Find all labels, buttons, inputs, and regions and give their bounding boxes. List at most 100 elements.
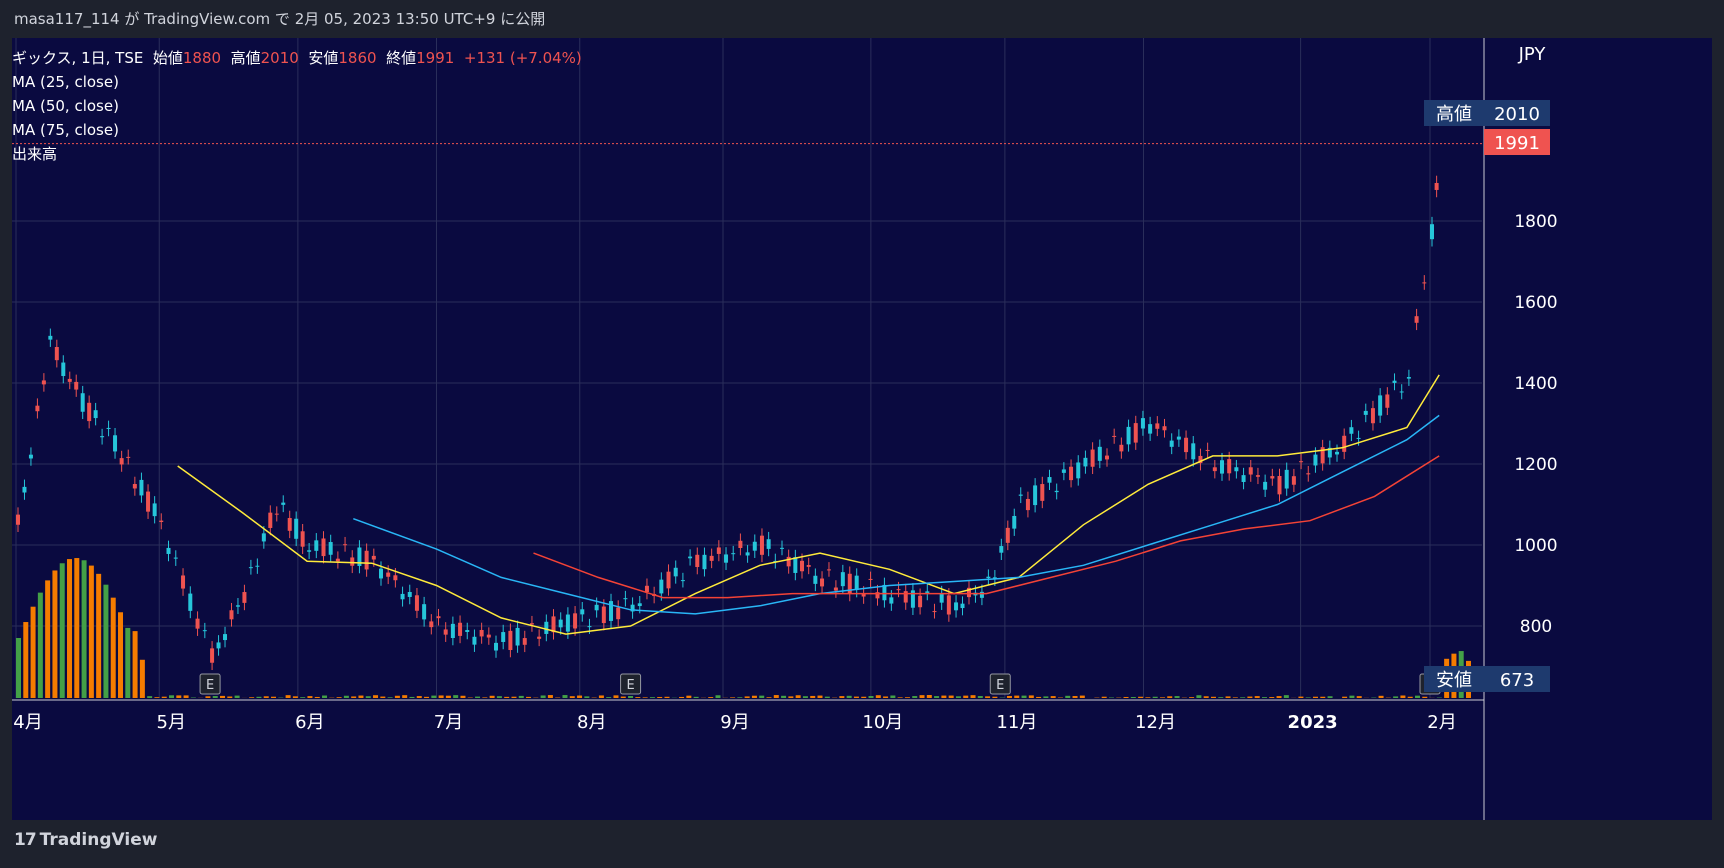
- volume-bar: [818, 696, 823, 698]
- candle-body: [29, 455, 33, 459]
- price-axis-panel: [1484, 38, 1712, 820]
- volume-bar: [1204, 696, 1209, 698]
- legend-ma50[interactable]: MA (50, close): [12, 94, 582, 118]
- candle-body: [702, 555, 706, 569]
- candle-body: [139, 480, 143, 496]
- candle-body: [1335, 452, 1339, 455]
- volume-bar: [176, 695, 181, 698]
- candle-body: [820, 579, 824, 587]
- volume-bar: [380, 697, 385, 698]
- candle-body: [301, 531, 305, 546]
- candle-body: [203, 630, 207, 631]
- candle-body: [242, 592, 246, 603]
- candle-body: [1278, 476, 1282, 494]
- legend-open-label: 始値: [153, 49, 183, 67]
- y-tick-label: 1800: [1514, 212, 1557, 232]
- tradingview-logo-icon: 17: [14, 830, 36, 850]
- candle-body: [393, 575, 397, 580]
- candle-body: [827, 569, 831, 570]
- volume-bar: [373, 695, 378, 698]
- last-price-value: 1991: [1494, 133, 1540, 154]
- volume-bar: [883, 696, 888, 698]
- candle-body: [1415, 316, 1419, 323]
- candle-body: [961, 604, 965, 608]
- volume-bar: [300, 697, 305, 698]
- low-tag-value: 673: [1500, 670, 1534, 691]
- candle-body: [329, 542, 333, 555]
- volume-bar: [978, 696, 983, 698]
- volume-bar: [351, 696, 356, 698]
- candle-body: [516, 628, 520, 646]
- candle-body: [999, 546, 1003, 553]
- legend-volume[interactable]: 出来高: [12, 142, 582, 166]
- candle-body: [1047, 477, 1051, 483]
- volume-bar: [941, 696, 946, 698]
- volume-bar: [1379, 696, 1384, 698]
- volume-bar: [453, 695, 458, 698]
- candle-body: [1127, 427, 1131, 444]
- volume-bar: [1349, 696, 1354, 698]
- volume-bar: [1277, 696, 1282, 698]
- candle-body: [1134, 423, 1138, 442]
- candle-body: [451, 624, 455, 638]
- volume-bar: [1080, 696, 1085, 698]
- candle-body: [544, 622, 548, 634]
- candle-body: [695, 555, 699, 567]
- candle-body: [1206, 450, 1210, 451]
- legend-ma75[interactable]: MA (75, close): [12, 118, 582, 142]
- volume-bar: [271, 697, 276, 698]
- candle-body: [126, 457, 130, 458]
- volume-bar: [526, 697, 531, 698]
- candle-body: [1299, 461, 1303, 462]
- candle-body: [1292, 476, 1296, 485]
- volume-bar: [446, 696, 451, 698]
- tradingview-brand[interactable]: 17 TradingView: [14, 830, 157, 850]
- volume-bar: [876, 695, 881, 698]
- legend-ma25[interactable]: MA (25, close): [12, 70, 582, 94]
- candle-body: [746, 552, 750, 555]
- candle-body: [710, 556, 714, 561]
- candle-body: [1349, 427, 1353, 434]
- volume-bar: [504, 697, 509, 698]
- legend-high-label: 高値: [231, 49, 261, 67]
- volume-bar: [315, 697, 320, 698]
- candle-body: [1184, 438, 1188, 452]
- volume-bar: [810, 696, 815, 698]
- volume-bar: [31, 607, 36, 698]
- volume-bar: [992, 697, 997, 698]
- volume-bar: [737, 697, 742, 698]
- candle-body: [100, 436, 104, 437]
- volume-bar: [235, 696, 240, 698]
- volume-bar: [169, 695, 174, 698]
- candle-body: [1170, 441, 1174, 447]
- candle-body: [42, 380, 46, 384]
- candle-body: [1430, 224, 1434, 239]
- volume-bar: [249, 697, 254, 698]
- volume-bar: [213, 696, 218, 698]
- candle-body: [188, 594, 192, 611]
- legend-close: 1991: [416, 49, 454, 67]
- volume-bar: [424, 697, 429, 698]
- volume-bar: [1196, 695, 1201, 698]
- candle-body: [667, 572, 671, 589]
- candle-body: [249, 567, 253, 568]
- candle-body: [537, 637, 541, 639]
- candle-body: [1062, 469, 1066, 472]
- volume-bar: [679, 697, 684, 698]
- candle-body: [918, 596, 922, 607]
- candle-body: [1249, 467, 1253, 474]
- volume-bar: [67, 559, 72, 698]
- candle-body: [415, 595, 419, 610]
- candle-body: [645, 586, 649, 592]
- candle-body: [472, 637, 476, 645]
- candle-body: [882, 585, 886, 600]
- candle-body: [1285, 470, 1289, 489]
- candle-body: [1033, 485, 1037, 505]
- volume-bar: [1036, 697, 1041, 698]
- volume-bar: [388, 697, 393, 698]
- volume-bar: [1298, 697, 1303, 698]
- volume-bar: [847, 696, 852, 698]
- candle-body: [55, 347, 59, 360]
- candle-body: [386, 573, 390, 577]
- volume-bar: [1007, 696, 1012, 698]
